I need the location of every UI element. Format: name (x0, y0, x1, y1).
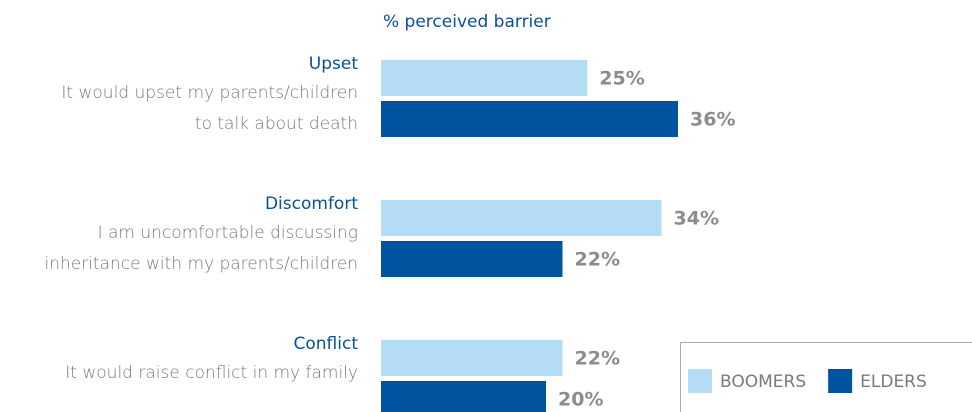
bar (381, 241, 563, 277)
category-label: Conflict (294, 334, 359, 354)
legend-box (680, 342, 972, 412)
value-label: 25% (599, 68, 644, 90)
category-description: I am uncomfortable discussing (98, 223, 358, 243)
bar (381, 340, 563, 376)
bar (381, 60, 588, 96)
category-description: It would raise conflict in my family (65, 363, 358, 383)
category-description: It would upset my parents/children (61, 83, 358, 103)
value-label: 34% (674, 208, 719, 230)
value-label: 36% (690, 109, 735, 131)
category-description: to talk about death (195, 114, 358, 134)
bar (381, 200, 662, 236)
category-label: Upset (309, 54, 359, 74)
bar (381, 101, 678, 137)
category-label: Discomfort (265, 194, 358, 214)
value-label: 22% (575, 249, 620, 271)
value-label: 20% (558, 389, 603, 411)
legend-swatch (828, 369, 853, 393)
category-description: inheritance with my parents/children (44, 254, 358, 274)
legend-label: BOOMERS (720, 372, 806, 392)
axis-label: % perceived barrier (383, 12, 551, 32)
legend-label: ELDERS (860, 372, 927, 392)
value-label: 22% (575, 348, 620, 370)
bar (381, 381, 546, 412)
legend-swatch (688, 369, 712, 393)
